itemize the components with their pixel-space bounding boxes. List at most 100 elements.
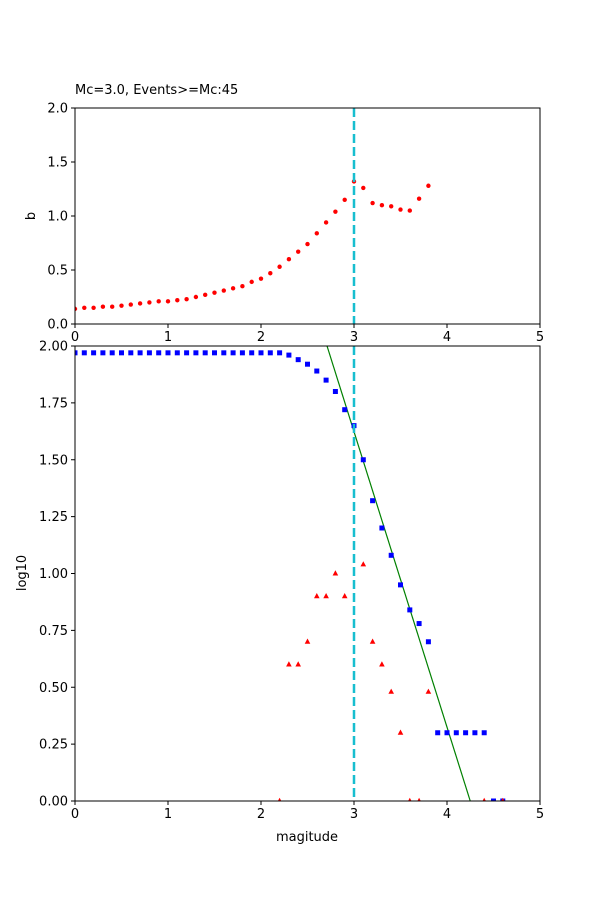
y-tick-label: 1.00 bbox=[39, 567, 68, 582]
data-point bbox=[463, 730, 469, 736]
data-point bbox=[323, 377, 329, 383]
y-tick-label: 0.75 bbox=[39, 624, 68, 639]
y-tick-label: 0.25 bbox=[39, 738, 68, 753]
x-tick-label: 3 bbox=[350, 807, 358, 822]
data-point bbox=[193, 350, 199, 356]
data-point bbox=[156, 299, 161, 304]
data-point bbox=[379, 661, 385, 667]
data-point bbox=[453, 730, 459, 736]
data-point bbox=[323, 593, 329, 599]
data-point bbox=[165, 299, 171, 304]
data-point bbox=[425, 688, 432, 694]
data-point bbox=[110, 304, 115, 309]
data-point bbox=[305, 361, 310, 367]
data-point bbox=[444, 730, 450, 736]
data-point bbox=[295, 661, 301, 667]
x-tick-label: 4 bbox=[443, 330, 451, 345]
data-point bbox=[341, 593, 348, 599]
x-tick-label: 4 bbox=[443, 807, 451, 822]
data-point bbox=[119, 350, 124, 356]
x-tick-label: 3 bbox=[350, 330, 358, 345]
plot-frame bbox=[74, 107, 541, 325]
y-axis-label: log10 bbox=[15, 555, 30, 591]
x-tick-label: 2 bbox=[257, 807, 265, 822]
data-point bbox=[230, 286, 236, 291]
log10-plot-area: 0 1 2 3 4 5 0.00 0.25 0.50 0.75 1.00 1.25 1.50 1.75 2.… bbox=[39, 340, 544, 823]
data-point bbox=[332, 570, 339, 576]
data-point bbox=[314, 593, 320, 599]
data-point bbox=[137, 301, 143, 306]
data-point bbox=[426, 183, 431, 188]
data-point bbox=[370, 200, 375, 206]
data-point bbox=[314, 368, 320, 374]
data-point bbox=[81, 350, 87, 356]
plot-frame bbox=[74, 345, 541, 802]
data-point bbox=[425, 639, 431, 645]
data-point bbox=[202, 350, 208, 356]
x-tick-label: 2 bbox=[257, 330, 265, 345]
data-point bbox=[100, 350, 106, 356]
data-point bbox=[314, 231, 319, 236]
data-point bbox=[119, 303, 124, 308]
data-point bbox=[109, 350, 115, 356]
data-point bbox=[482, 797, 486, 801]
y-tick-label: 1.50 bbox=[39, 453, 68, 468]
data-point bbox=[286, 352, 292, 358]
data-point bbox=[416, 621, 422, 627]
data-point bbox=[128, 350, 134, 356]
data-point bbox=[277, 264, 282, 269]
data-point bbox=[212, 290, 217, 295]
data-point bbox=[472, 730, 478, 736]
data-point bbox=[249, 350, 255, 356]
data-point bbox=[240, 284, 245, 289]
data-point bbox=[277, 350, 283, 356]
y-tick-label: 1.0 bbox=[47, 210, 68, 225]
data-point bbox=[398, 582, 403, 588]
data-point bbox=[304, 638, 311, 644]
data-point bbox=[258, 276, 264, 281]
y-tick-label: 1.5 bbox=[47, 156, 68, 171]
data-point bbox=[212, 350, 217, 356]
data-point bbox=[332, 389, 338, 394]
data-point bbox=[75, 350, 78, 356]
data-point bbox=[361, 185, 366, 191]
data-point bbox=[174, 350, 180, 356]
data-point bbox=[91, 305, 96, 310]
data-point bbox=[481, 730, 487, 736]
data-point bbox=[286, 661, 292, 667]
data-point bbox=[137, 350, 143, 356]
data-point bbox=[165, 350, 171, 356]
y-axis-label: b bbox=[24, 212, 39, 220]
data-point bbox=[146, 350, 152, 356]
fit-line bbox=[326, 346, 471, 801]
y-tick-label: 1.75 bbox=[39, 396, 68, 411]
data-point bbox=[407, 607, 413, 613]
y-tick-label: 2.0 bbox=[47, 102, 68, 117]
data-point bbox=[128, 302, 133, 307]
data-point bbox=[277, 797, 282, 801]
b-value-panel: Mc=3.0, Events>=Mc:45 0 1 2 3 4 5 0.0 0.5 1.0 1.5… bbox=[24, 83, 544, 345]
data-point bbox=[239, 350, 245, 356]
x-tick-label: 5 bbox=[536, 330, 544, 345]
data-point bbox=[305, 241, 310, 247]
data-point bbox=[193, 294, 199, 300]
data-point bbox=[156, 350, 162, 356]
data-point bbox=[416, 196, 422, 201]
data-point bbox=[407, 208, 412, 213]
data-point bbox=[295, 357, 301, 363]
y-tick-label: 0.00 bbox=[39, 795, 68, 810]
data-point bbox=[221, 288, 226, 293]
data-point bbox=[82, 305, 87, 310]
data-point bbox=[360, 561, 367, 567]
plot-content bbox=[75, 346, 506, 801]
b-value-plot-area: 0 1 2 3 4 5 0.0 0.5 1.0 1.5 2.0 bbox=[47, 102, 544, 346]
data-point bbox=[408, 797, 412, 801]
x-axis-label: magitude bbox=[276, 830, 338, 845]
log10-panel: 0 1 2 3 4 5 0.00 0.25 0.50 0.75 1.00 1.25 1.50 1.75 2.… bbox=[15, 340, 544, 846]
data-point bbox=[147, 300, 152, 305]
data-point bbox=[100, 304, 106, 309]
data-point bbox=[360, 457, 366, 463]
x-tick-label: 0 bbox=[71, 330, 79, 345]
chart-title: Mc=3.0, Events>=Mc:45 bbox=[75, 83, 238, 98]
data-point bbox=[323, 220, 329, 225]
